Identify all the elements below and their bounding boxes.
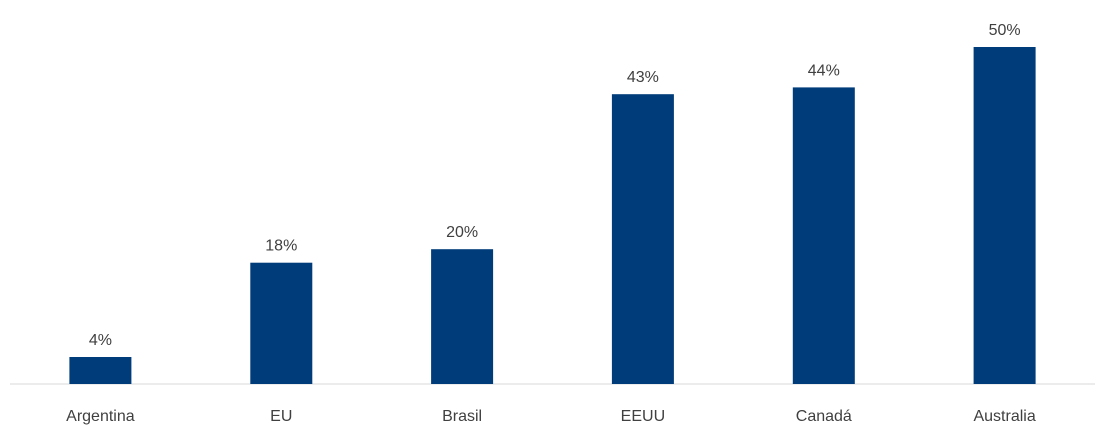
value-label: 44% — [808, 62, 840, 79]
bar-australia — [973, 47, 1036, 384]
bar-eu — [250, 262, 313, 384]
bar-canad- — [792, 87, 855, 385]
category-label: Canadá — [796, 408, 852, 425]
value-label: 43% — [627, 69, 659, 86]
category-label: Brasil — [442, 408, 482, 425]
bar-argentina — [69, 357, 132, 384]
value-labels-group: 4% 18% 20% 43% 44% 50% — [89, 22, 1021, 349]
bars-group — [69, 47, 1036, 385]
category-label: EEUU — [621, 408, 665, 425]
category-label: Australia — [973, 408, 1035, 425]
category-label: Argentina — [66, 408, 135, 425]
bar-brasil — [431, 249, 494, 384]
category-label: EU — [270, 408, 292, 425]
bar-eeuu — [611, 94, 674, 384]
value-label: 18% — [265, 238, 297, 255]
category-labels-group: Argentina EU Brasil EEUU Canadá Australia — [66, 408, 1036, 425]
value-label: 20% — [446, 224, 478, 241]
value-label: 4% — [89, 332, 112, 349]
value-label: 50% — [989, 22, 1021, 39]
